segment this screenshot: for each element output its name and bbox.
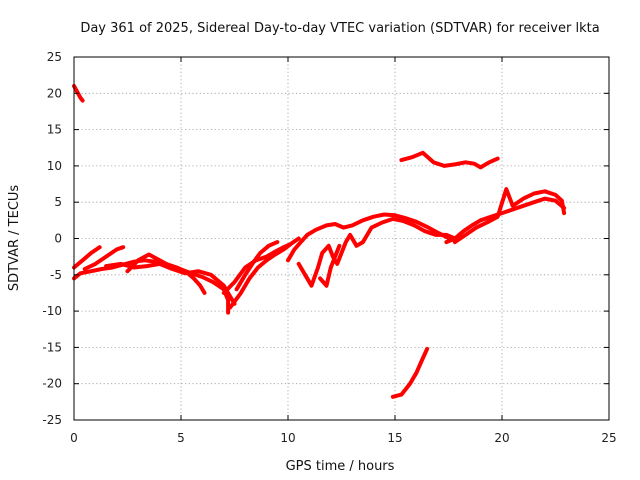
x-tick-label: 15 [387, 431, 402, 445]
series-trace-6 [125, 252, 231, 315]
y-tick-label: -10 [42, 304, 62, 318]
series-trace-4 [82, 245, 126, 271]
x-tick-label: 25 [601, 431, 616, 445]
x-axis-label: GPS time / hours [286, 459, 395, 474]
series-trace-8 [228, 236, 301, 310]
grid-lines [74, 57, 609, 420]
series-trace-14 [452, 187, 567, 245]
series-trace-2 [72, 258, 207, 295]
y-tick-label: -20 [42, 377, 62, 391]
series-trace-13 [444, 196, 567, 245]
y-tick-label: 25 [47, 50, 62, 64]
series-trace-12 [318, 243, 342, 288]
y-axis-label: SDTVAR / TECUs [7, 185, 22, 292]
axis-ticks: 0 5 10 15 20 25 -25 -20 -15 -10 -5 0 5 10 15 20 25 [42, 50, 616, 445]
y-tick-label: 0 [54, 232, 62, 246]
series-trace-16 [390, 346, 430, 399]
x-tick-label: 0 [70, 431, 78, 445]
x-tick-label: 10 [280, 431, 295, 445]
series-trace-11 [296, 216, 457, 288]
series-trace-3 [72, 245, 102, 270]
y-tick-label: 15 [47, 123, 62, 137]
y-tick-label: -25 [42, 413, 62, 427]
x-tick-label: 20 [494, 431, 509, 445]
y-tick-label: 10 [47, 159, 62, 173]
y-tick-label: -5 [50, 268, 62, 282]
series-trace-10 [286, 212, 457, 263]
x-tick-label: 5 [177, 431, 185, 445]
y-tick-label: -15 [42, 340, 62, 354]
series-trace-15 [399, 150, 500, 170]
y-tick-label: 5 [54, 195, 62, 209]
series-trace-1 [72, 84, 85, 103]
chart-title: Day 361 of 2025, Sidereal Day-to-day VTE… [80, 21, 599, 36]
y-tick-label: 20 [47, 86, 62, 100]
series-trace-9 [234, 240, 280, 292]
data-series [72, 84, 567, 399]
